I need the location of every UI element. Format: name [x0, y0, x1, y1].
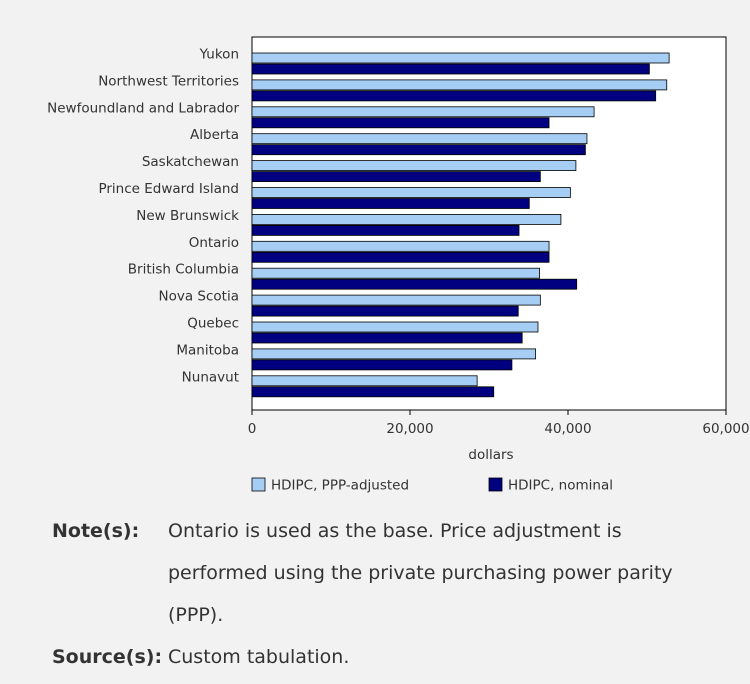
legend-label: HDIPC, PPP-adjusted: [271, 478, 409, 494]
category-label: New Brunswick: [136, 208, 239, 224]
bar-nominal-0: [251, 63, 650, 75]
x-axis-label: dollars: [468, 447, 513, 463]
category-label: Nova Scotia: [159, 289, 239, 305]
bar-ppp-9: [251, 294, 541, 306]
x-tick-label: 40,000: [544, 421, 591, 437]
x-tick-label: 60,000: [702, 421, 749, 437]
bar-nominal-7: [251, 251, 550, 263]
category-label: British Columbia: [128, 262, 239, 278]
legend: HDIPC, PPP-adjusted HDIPC, nominal: [251, 477, 613, 494]
bar-nominal-12: [251, 386, 495, 398]
category-label: Yukon: [199, 47, 239, 63]
bar-ppp-7: [251, 240, 550, 252]
bar-nominal-6: [251, 224, 520, 236]
bar-ppp-5: [251, 187, 571, 198]
bar-ppp-10: [251, 321, 539, 333]
bar-nominal-9: [251, 305, 519, 317]
bar-nominal-8: [251, 278, 578, 290]
bar-ppp-11: [251, 348, 537, 360]
category-label: Nunavut: [182, 369, 239, 385]
note-row: Note(s): Ontario is used as the base. Pr…: [52, 510, 732, 636]
legend-swatch: [488, 477, 503, 492]
source-label: Source(s):: [52, 646, 163, 668]
bar-nominal-3: [251, 144, 586, 156]
category-label: Quebec: [187, 316, 239, 332]
bar-ppp-6: [251, 213, 562, 225]
bar-nominal-2: [251, 117, 550, 129]
legend-label: HDIPC, nominal: [508, 478, 613, 494]
bar-nominal-1: [251, 90, 657, 102]
category-label: Ontario: [189, 235, 239, 251]
note-text: Ontario is used as the base. Price adjus…: [168, 520, 673, 626]
bar-nominal-10: [251, 332, 523, 344]
category-label: Prince Edward Island: [98, 181, 239, 197]
bar-ppp-3: [251, 133, 588, 145]
source-text: Custom tabulation.: [168, 646, 350, 668]
category-label: Newfoundland and Labrador: [47, 100, 239, 116]
chart: Yukon Northwest Territories Newfoundland a…: [47, 36, 750, 494]
bar-ppp-12: [251, 375, 478, 387]
category-label: Saskatchewan: [142, 154, 239, 170]
category-labels: Yukon Northwest Territories Newfoundland a…: [47, 47, 239, 386]
source-row: Source(s): Custom tabulation.: [52, 636, 732, 678]
bar-nominal-11: [251, 359, 513, 371]
bars-group: [251, 52, 670, 398]
bar-nominal-4: [251, 171, 541, 183]
bar-ppp-4: [251, 160, 577, 172]
x-tick-label: 20,000: [386, 421, 433, 437]
bar-ppp-0: [251, 52, 670, 64]
category-label: Northwest Territories: [98, 73, 239, 89]
note-label: Note(s):: [52, 520, 140, 542]
notes-section: Note(s): Ontario is used as the base. Pr…: [52, 510, 732, 678]
category-label: Manitoba: [176, 342, 239, 358]
bar-ppp-2: [251, 106, 595, 118]
x-axis-ticks: 0 20,000 40,000 60,000: [248, 410, 750, 437]
bar-ppp-8: [251, 267, 540, 279]
bar-ppp-1: [251, 79, 668, 91]
legend-swatch: [251, 477, 266, 492]
bar-nominal-5: [251, 198, 530, 209]
x-tick-label: 0: [248, 421, 257, 437]
category-label: Alberta: [190, 127, 239, 143]
